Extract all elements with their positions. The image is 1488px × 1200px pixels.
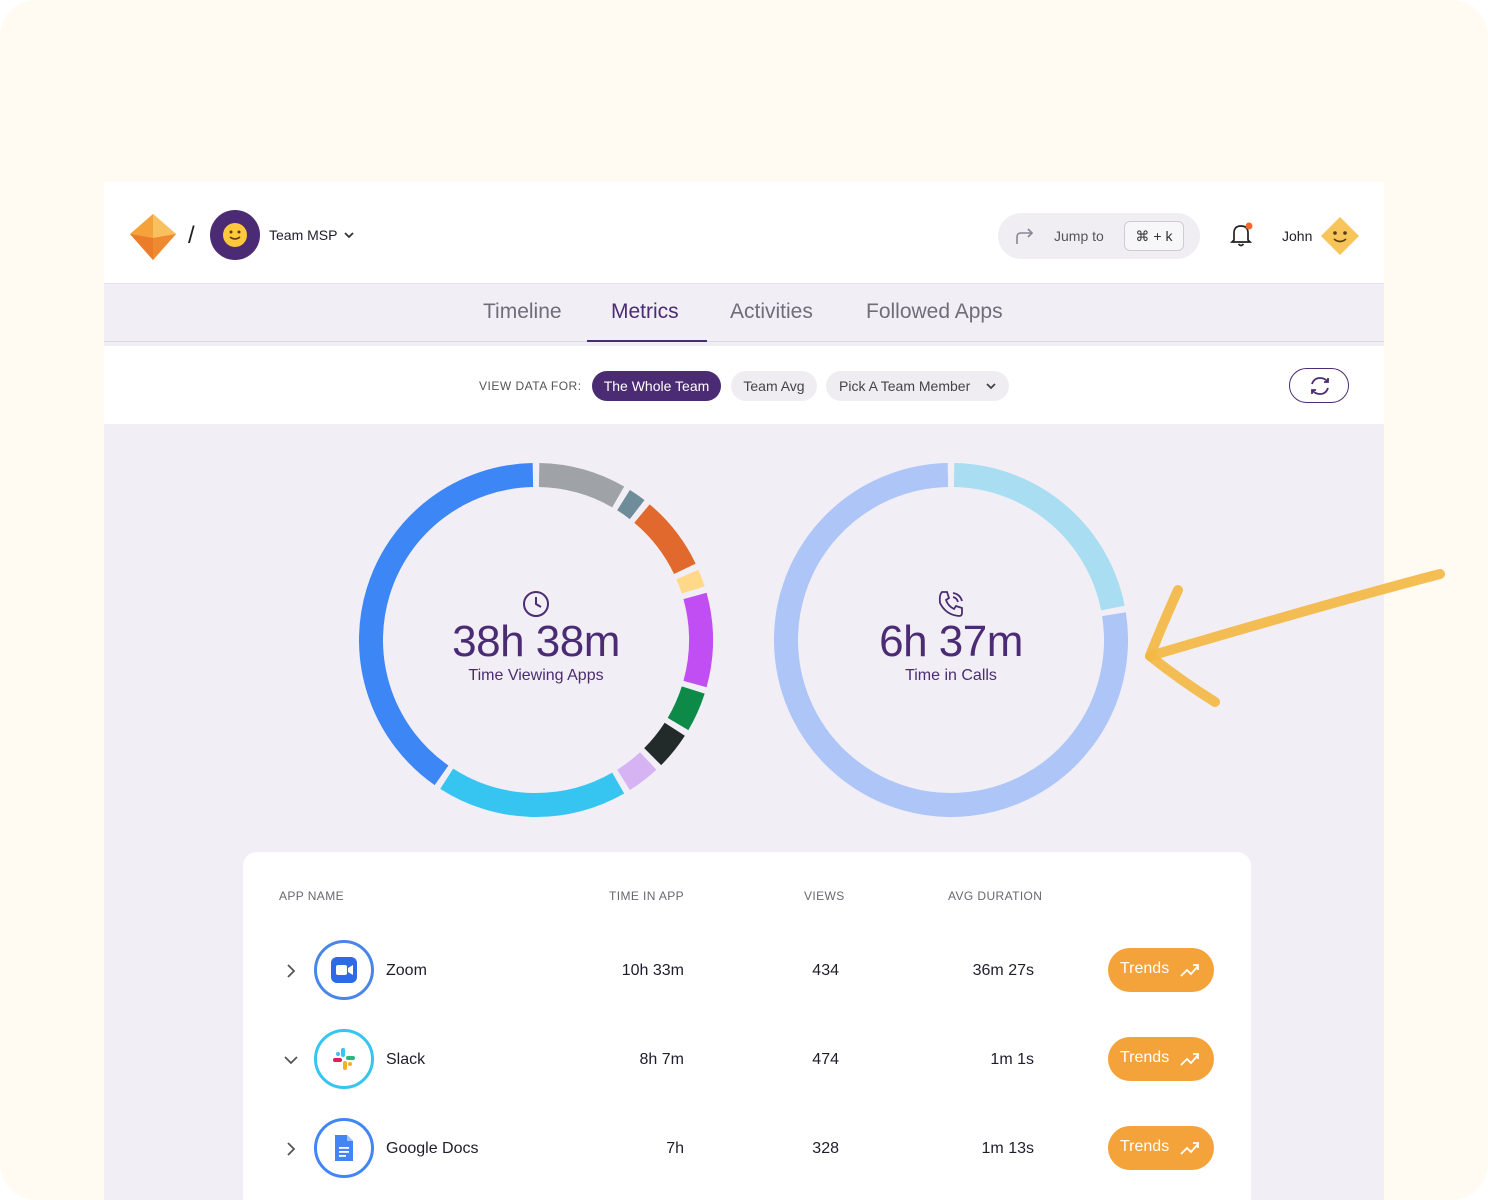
column-header-avg-duration: AVG DURATION — [948, 889, 1043, 903]
time-in-app: 10h 33m — [621, 962, 684, 979]
trending-up-icon — [1180, 1053, 1199, 1066]
trends-label: Trends — [1120, 1138, 1170, 1155]
active-tab-indicator — [587, 340, 707, 342]
donut-ring — [359, 463, 713, 817]
forward-arrow-icon — [1016, 228, 1034, 244]
smiley-icon — [223, 223, 247, 247]
chevron-right-icon[interactable] — [281, 1139, 301, 1159]
refresh-icon — [1311, 377, 1329, 395]
slack-icon — [314, 1029, 374, 1089]
table-row[interactable]: Google Docs 7h 328 1m 13s Trends — [243, 1111, 1251, 1191]
time-in-app: 8h 7m — [639, 1051, 684, 1068]
zoom-icon — [314, 940, 374, 1000]
filter-whole-team[interactable]: The Whole Team — [592, 371, 721, 401]
trending-up-icon — [1180, 964, 1199, 977]
tab-metrics[interactable]: Metrics — [611, 300, 679, 323]
jump-to-label: Jump to — [1054, 228, 1104, 244]
donut-segment[interactable] — [616, 752, 657, 791]
column-header-views: VIEWS — [804, 889, 845, 903]
jump-to-button[interactable]: Jump to ⌘ + k — [998, 213, 1200, 259]
filter-bar: VIEW DATA FOR: The Whole Team Team Avg P… — [104, 346, 1384, 424]
user-avatar[interactable] — [1320, 216, 1360, 256]
chevron-down-icon[interactable] — [342, 228, 356, 242]
clock-icon — [523, 591, 549, 617]
filter-pick-member[interactable]: Pick A Team Member — [826, 371, 1009, 401]
avg-duration: 1m 1s — [990, 1051, 1034, 1068]
donut-segment[interactable] — [359, 463, 534, 786]
apps-table-card: APP NAME TIME IN APP VIEWS AVG DURATION … — [243, 852, 1251, 1200]
filter-team-avg[interactable]: Team Avg — [731, 371, 817, 401]
donut-ring — [774, 463, 1128, 817]
top-bar: / Team MSP Jump to ⌘ + k — [104, 182, 1384, 284]
app-name: Zoom — [386, 962, 427, 979]
donut-segment[interactable] — [538, 463, 625, 508]
tab-activities[interactable]: Activities — [730, 300, 813, 323]
time-in-calls-label: Time in Calls — [905, 667, 997, 684]
refresh-button[interactable] — [1289, 368, 1349, 403]
trending-up-icon — [1180, 1142, 1199, 1155]
tab-followed-apps[interactable]: Followed Apps — [866, 300, 1003, 323]
chevron-right-icon[interactable] — [281, 961, 301, 981]
bell-icon[interactable] — [1229, 222, 1253, 248]
table-row[interactable]: Slack 8h 7m 474 1m 1s Trends — [243, 1022, 1251, 1102]
donut-segment[interactable] — [617, 489, 645, 520]
column-header-app-name: APP NAME — [279, 889, 344, 903]
app-name: Slack — [386, 1051, 426, 1068]
views: 328 — [812, 1140, 839, 1157]
time-in-calls-chart: 6h 37m Time in Calls — [774, 463, 1128, 817]
time-viewing-apps-label: Time Viewing Apps — [468, 667, 604, 684]
trends-label: Trends — [1120, 960, 1170, 977]
column-header-time-in-app: TIME IN APP — [609, 889, 685, 903]
donut-segment[interactable] — [683, 592, 713, 688]
team-avatar[interactable] — [210, 210, 260, 260]
avg-duration: 36m 27s — [972, 962, 1034, 979]
donut-segment[interactable] — [667, 686, 705, 731]
app-name: Google Docs — [386, 1140, 479, 1157]
view-data-label: VIEW DATA FOR: — [479, 379, 582, 393]
phone-call-icon — [938, 591, 963, 617]
app-window: / Team MSP Jump to ⌘ + k — [104, 182, 1384, 1200]
trends-button[interactable]: Trends — [1108, 1126, 1214, 1170]
time-in-app: 7h — [666, 1140, 684, 1157]
team-name[interactable]: Team MSP — [269, 227, 338, 243]
tab-timeline[interactable]: Timeline — [483, 300, 562, 323]
breadcrumb-separator: / — [188, 222, 195, 249]
donut-segment[interactable] — [440, 768, 625, 817]
hand-drawn-arrow-icon — [1145, 569, 1445, 707]
donut-segment[interactable] — [774, 463, 1128, 817]
user-name[interactable]: John — [1282, 228, 1313, 244]
donut-segment[interactable] — [676, 569, 705, 594]
chevron-down-icon[interactable] — [281, 1050, 301, 1070]
google-docs-icon — [314, 1118, 374, 1178]
table-row[interactable]: Zoom 10h 33m 434 36m 27s Trends — [243, 933, 1251, 1013]
views: 434 — [812, 962, 839, 979]
donut-segment[interactable] — [643, 722, 685, 766]
tab-bar: Timeline Metrics Activities Followed App… — [104, 284, 1384, 342]
trends-label: Trends — [1120, 1049, 1170, 1066]
filter-pick-member-label: Pick A Team Member — [839, 378, 971, 394]
trends-button[interactable]: Trends — [1108, 1037, 1214, 1081]
keyboard-shortcut: ⌘ + k — [1124, 221, 1184, 251]
logo-icon[interactable] — [128, 212, 178, 262]
time-viewing-apps-chart: 38h 38m Time Viewing Apps — [359, 463, 713, 817]
trends-button[interactable]: Trends — [1108, 948, 1214, 992]
time-viewing-apps-value: 38h 38m — [452, 617, 620, 666]
chevron-down-icon — [986, 383, 996, 390]
time-in-calls-value: 6h 37m — [879, 617, 1023, 666]
donut-segment[interactable] — [634, 504, 696, 575]
donut-segment[interactable] — [953, 463, 1125, 611]
avg-duration: 1m 13s — [981, 1140, 1034, 1157]
views: 474 — [812, 1051, 839, 1068]
